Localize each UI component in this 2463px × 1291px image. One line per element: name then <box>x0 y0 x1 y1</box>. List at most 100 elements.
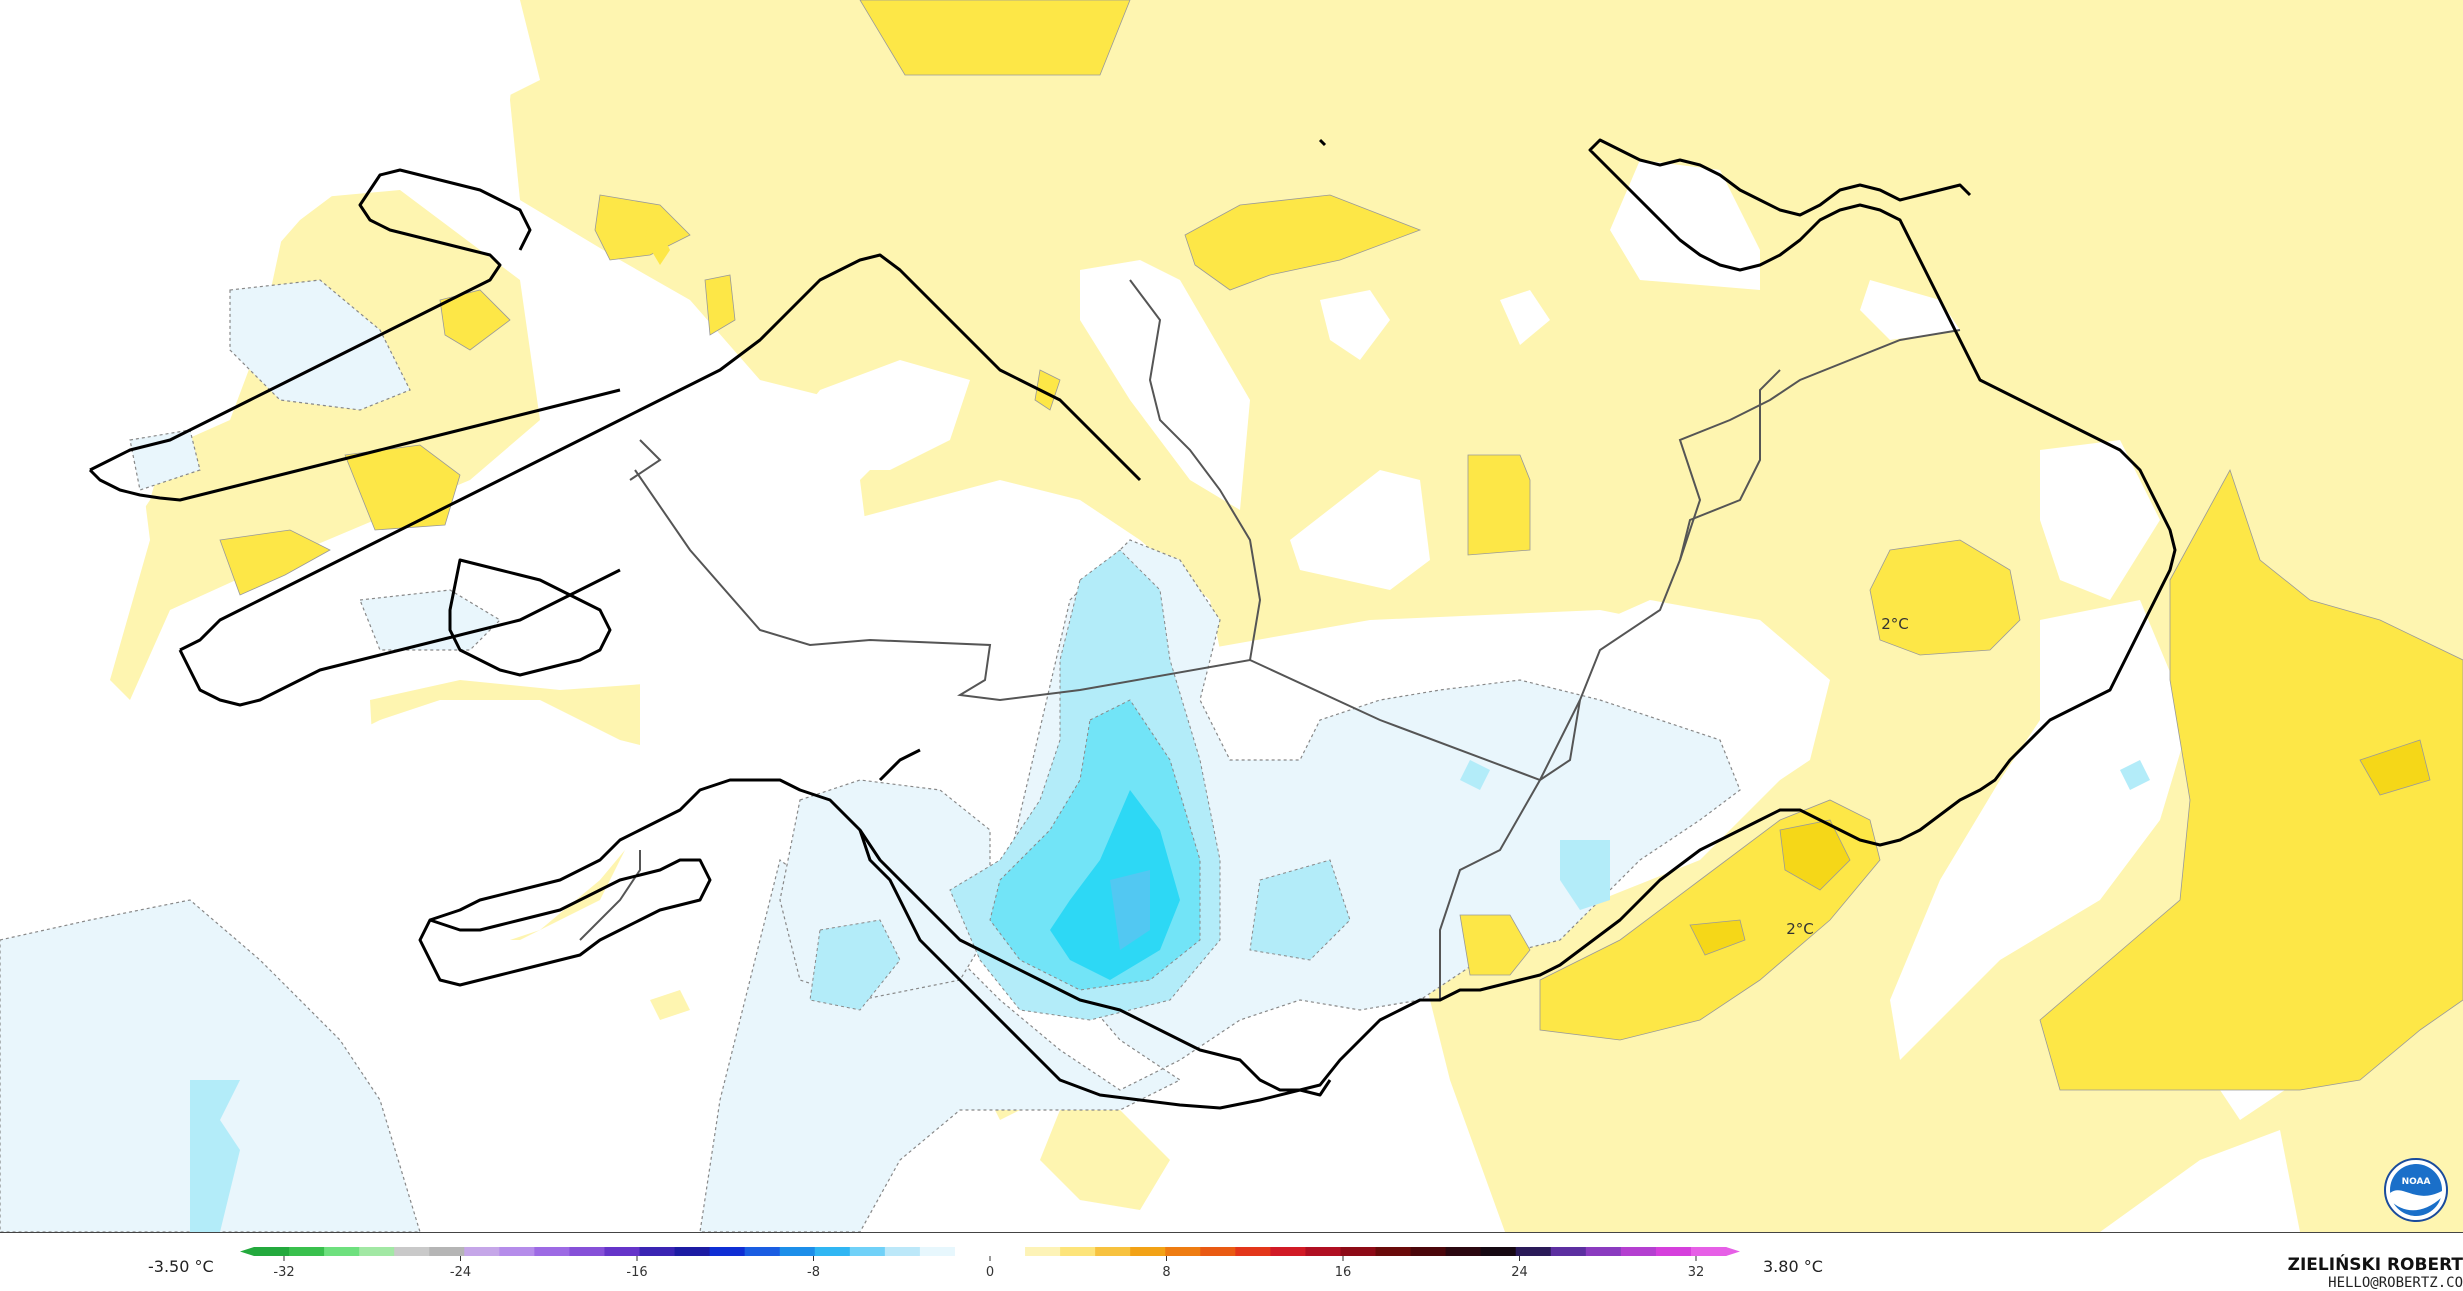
anomaly-zone-yellow <box>344 444 461 531</box>
temperature-anomaly-map <box>0 0 2463 1232</box>
anomaly-zone-yellow <box>1869 539 2021 656</box>
anomaly-zone-yellow <box>439 289 511 351</box>
anomaly-zone-yellow <box>1467 454 1531 556</box>
color-scale-tick-label: -8 <box>807 1265 820 1280</box>
color-scale-tick-label: 24 <box>1511 1265 1528 1280</box>
anomaly-zone-light-yellow <box>650 990 690 1020</box>
credit-email: HELLO@ROBERTZ.CO <box>2328 1275 2463 1291</box>
color-scale-swatch <box>814 1247 851 1256</box>
anomaly-zone-white <box>2040 440 2160 600</box>
temperature-contour-label: 2°C <box>1881 615 1909 633</box>
color-scale-swatch <box>569 1247 605 1256</box>
anomaly-zone-light-cyan <box>1560 840 1610 910</box>
credit-author: ZIELIŃSKI ROBERT <box>2287 1255 2463 1275</box>
color-scale-swatch <box>709 1247 746 1256</box>
anomaly-zone-light-cyan <box>2120 760 2150 790</box>
color-scale-swatch <box>1550 1247 1587 1256</box>
color-scale-swatch <box>1445 1247 1482 1256</box>
color-scale-swatch <box>779 1247 816 1256</box>
color-scale-swatch <box>1130 1247 1166 1256</box>
color-scale-swatch <box>1620 1247 1657 1256</box>
color-scale-swatch <box>1410 1247 1447 1256</box>
color-scale-swatch <box>499 1247 535 1256</box>
color-scale-swatch <box>464 1247 500 1256</box>
color-scale-tick-label: 8 <box>1162 1265 1170 1280</box>
color-scale-swatch <box>1375 1247 1412 1256</box>
anomaly-zone-white <box>2100 1130 2300 1232</box>
color-scale-tick-label: 0 <box>986 1265 994 1280</box>
color-scale-swatch <box>744 1247 781 1256</box>
color-scale-swatch <box>1690 1247 1727 1256</box>
color-scale-tick-label: -16 <box>626 1265 647 1280</box>
anomaly-zone-yellow <box>2039 469 2463 1091</box>
anomaly-zone-white <box>1080 260 1250 510</box>
anomaly-zone-light-cyan <box>190 1080 240 1232</box>
anomaly-zone-light-yellow <box>1040 1110 1170 1210</box>
color-scale-swatch <box>604 1247 641 1256</box>
anomaly-zone-yellow <box>1459 914 1531 976</box>
color-scale-swatch <box>954 1247 991 1256</box>
anomaly-zone-light-yellow <box>110 190 540 700</box>
legend-min-value: -3.50 °C <box>148 1257 214 1276</box>
anomaly-zone-pale-blue <box>229 279 411 411</box>
color-scale-swatch <box>1095 1247 1131 1256</box>
color-scale-tick-label: -32 <box>273 1265 294 1280</box>
color-scale-swatch <box>1060 1247 1096 1256</box>
color-scale-swatch <box>919 1247 956 1256</box>
anomaly-zone-light-cyan <box>1249 859 1351 961</box>
color-scale-swatch <box>884 1247 921 1256</box>
anomaly-zone-dark-yellow <box>1689 919 1746 956</box>
color-scale-swatch <box>324 1247 360 1256</box>
anomaly-zone-light-cyan <box>809 919 901 1011</box>
color-scale-max-arrow <box>1726 1247 1740 1256</box>
color-scale-swatch <box>1305 1247 1341 1256</box>
color-scale-swatch <box>1585 1247 1622 1256</box>
color-scale-swatch <box>1200 1247 1236 1256</box>
anomaly-zone-dark-yellow <box>2359 739 2431 796</box>
color-scale-swatch <box>1165 1247 1201 1256</box>
color-scale-tick-label: 16 <box>1335 1265 1352 1280</box>
iceland-coastline <box>88 138 2177 1110</box>
anomaly-zone-light-cyan <box>1110 590 1160 670</box>
anomaly-zone-yellow <box>704 274 736 336</box>
anomaly-zone-white <box>1290 470 1430 590</box>
anomaly-zone-bright-cyan <box>1110 870 1150 950</box>
anomaly-zone-white <box>0 0 700 1040</box>
noaa-logo-text: NOAA <box>2402 1177 2431 1187</box>
anomaly-zone-white <box>1860 280 1960 340</box>
color-scale-min-arrow <box>240 1247 254 1256</box>
temperature-contour-label: 2°C <box>1786 920 1814 938</box>
anomaly-zone-pale-blue <box>0 899 421 1232</box>
anomaly-zone-white <box>1890 600 2190 1060</box>
color-scale-swatch <box>639 1247 676 1256</box>
color-scale-swatch <box>1655 1247 1692 1256</box>
anomaly-zone-yellow <box>859 0 1131 76</box>
color-scale-swatch <box>1270 1247 1306 1256</box>
color-scale-swatch <box>1340 1247 1377 1256</box>
color-scale: -32 -24 -16 -8 0 8 16 24 32 <box>240 1247 1740 1280</box>
color-scale-swatch <box>289 1247 325 1256</box>
anomaly-zone-pale-blue <box>30 1070 95 1170</box>
anomaly-zone-white <box>780 360 970 470</box>
anomaly-zone-white <box>1500 290 1550 345</box>
legend-max-value: 3.80 °C <box>1763 1257 1823 1276</box>
color-scale-tick-label: 32 <box>1688 1265 1705 1280</box>
legend-bar: -3.50 °C -32 -24 -16 -8 0 8 16 24 32 3.80 °C ZIE… <box>0 1232 2463 1291</box>
color-scale-swatch <box>849 1247 886 1256</box>
anomaly-zone-white <box>1320 290 1390 360</box>
anomaly-zone-yellow <box>1184 194 1422 291</box>
color-scale-swatch <box>990 1247 1026 1256</box>
color-scale-swatch <box>1480 1247 1517 1256</box>
anomaly-zone-yellow <box>645 210 670 265</box>
color-scale-swatch <box>254 1247 290 1256</box>
color-scale-swatch <box>1235 1247 1271 1256</box>
color-scale-tick-label: -24 <box>450 1265 471 1280</box>
color-scale-swatch <box>394 1247 430 1256</box>
anomaly-zone-white <box>1610 160 1760 290</box>
region-borders <box>579 279 1961 1000</box>
color-scale-swatch <box>429 1247 465 1256</box>
color-scale-swatch <box>674 1247 711 1256</box>
noaa-logo: NOAA <box>2384 1158 2448 1222</box>
anomaly-zone-light-cyan <box>1460 760 1490 790</box>
anomaly-zone-yellow <box>219 529 331 596</box>
